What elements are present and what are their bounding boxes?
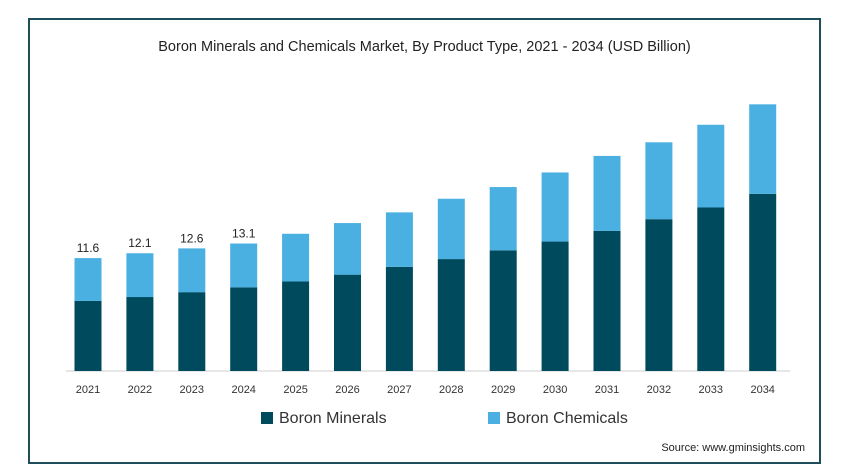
x-tick-2027: 2027: [387, 384, 411, 396]
bar-minerals-2034: [749, 193, 777, 371]
bar-minerals-2028: [437, 259, 465, 371]
bar-chemicals-2029: [489, 187, 517, 251]
bar-minerals-2030: [541, 241, 569, 371]
x-tick-2029: 2029: [491, 384, 515, 396]
data-label-2022: 12.1: [128, 236, 152, 250]
bar-minerals-2029: [489, 250, 517, 371]
x-tick-2021: 2021: [76, 384, 100, 396]
legend-label-chemicals: Boron Chemicals: [506, 410, 628, 427]
x-tick-2028: 2028: [439, 384, 463, 396]
bar-chemicals-2027: [385, 212, 413, 267]
bar-minerals-2021: [74, 300, 102, 371]
bar-chemicals-2033: [697, 124, 725, 208]
data-label-2023: 12.6: [180, 231, 204, 245]
bar-chemicals-2023: [178, 248, 206, 293]
bar-minerals-2031: [593, 230, 621, 371]
source-note: Source: www.gminsights.com: [661, 442, 805, 454]
bar-chemicals-2024: [230, 243, 258, 288]
stacked-bar-chart: 2021 11.6 2022 12.1 2023 12.6 2024 13.1 2025 2026…: [66, 104, 790, 427]
bar-minerals-2033: [697, 207, 725, 371]
x-tick-2026: 2026: [335, 384, 359, 396]
legend-swatch-chemicals: [488, 412, 500, 424]
data-label-2021: 11.6: [77, 241, 100, 255]
bar-minerals-2032: [645, 219, 673, 371]
bar-chemicals-2032: [645, 142, 673, 220]
bar-minerals-2027: [385, 266, 413, 371]
x-tick-2023: 2023: [180, 384, 204, 396]
legend-swatch-minerals: [261, 412, 273, 424]
bar-minerals-2023: [178, 292, 206, 371]
data-label-2024: 13.1: [232, 227, 256, 241]
x-tick-2030: 2030: [543, 384, 567, 396]
bar-chemicals-2021: [74, 258, 102, 301]
bar-chemicals-2028: [437, 198, 465, 260]
bar-minerals-2022: [126, 297, 154, 371]
chart-title: Boron Minerals and Chemicals Market, By …: [158, 39, 691, 55]
x-tick-2025: 2025: [283, 384, 307, 396]
x-tick-2024: 2024: [231, 384, 255, 396]
bar-chemicals-2034: [749, 104, 777, 194]
bar-chemicals-2025: [282, 233, 310, 282]
x-tick-2032: 2032: [647, 384, 671, 396]
bar-chemicals-2031: [593, 155, 621, 231]
bar-chemicals-2022: [126, 253, 154, 298]
bar-minerals-2024: [230, 287, 258, 371]
x-tick-2031: 2031: [595, 384, 619, 396]
bar-chemicals-2026: [334, 223, 361, 275]
chart-frame: Boron Minerals and Chemicals Market, By …: [28, 18, 821, 464]
x-tick-2034: 2034: [750, 384, 774, 396]
x-tick-2022: 2022: [128, 384, 152, 396]
bar-chemicals-2030: [541, 172, 569, 242]
bar-minerals-2026: [334, 274, 361, 371]
bar-minerals-2025: [282, 281, 310, 371]
legend-label-minerals: Boron Minerals: [279, 410, 387, 427]
x-tick-2033: 2033: [699, 384, 723, 396]
